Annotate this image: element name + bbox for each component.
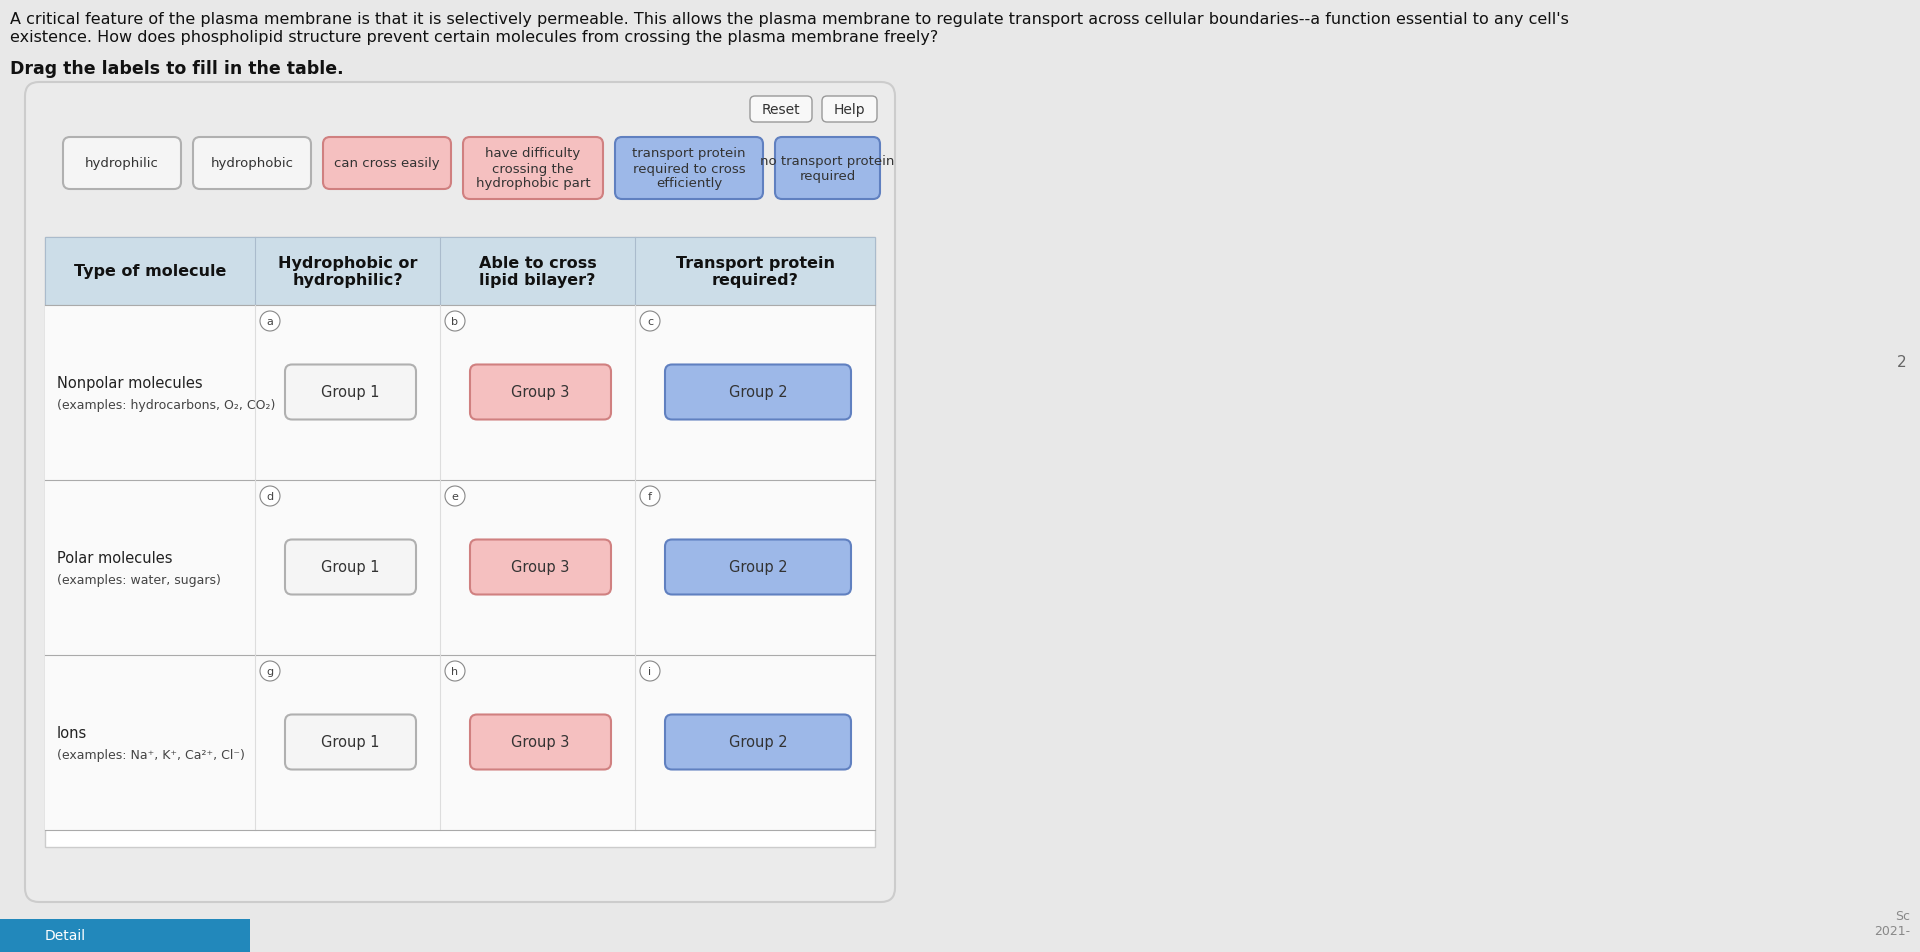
FancyBboxPatch shape bbox=[614, 138, 762, 200]
Text: Ions: Ions bbox=[58, 725, 86, 741]
FancyBboxPatch shape bbox=[664, 715, 851, 769]
Text: b: b bbox=[451, 317, 459, 327]
Circle shape bbox=[259, 311, 280, 331]
FancyBboxPatch shape bbox=[751, 97, 812, 123]
Circle shape bbox=[445, 662, 465, 682]
Text: Reset: Reset bbox=[762, 103, 801, 117]
Circle shape bbox=[639, 311, 660, 331]
Text: Transport protein
required?: Transport protein required? bbox=[676, 255, 835, 288]
Text: (examples: water, sugars): (examples: water, sugars) bbox=[58, 573, 221, 586]
FancyBboxPatch shape bbox=[63, 138, 180, 189]
Text: existence. How does phospholipid structure prevent certain molecules from crossi: existence. How does phospholipid structu… bbox=[10, 30, 939, 45]
Circle shape bbox=[445, 311, 465, 331]
Text: transport protein
required to cross
efficiently: transport protein required to cross effi… bbox=[632, 148, 745, 190]
Text: (examples: hydrocarbons, O₂, CO₂): (examples: hydrocarbons, O₂, CO₂) bbox=[58, 399, 275, 411]
FancyBboxPatch shape bbox=[470, 366, 611, 420]
FancyBboxPatch shape bbox=[284, 540, 417, 595]
Circle shape bbox=[639, 662, 660, 682]
Text: 2: 2 bbox=[1897, 355, 1907, 369]
Bar bbox=[0, 919, 250, 952]
Circle shape bbox=[259, 662, 280, 682]
Bar bbox=[44, 481, 876, 655]
FancyBboxPatch shape bbox=[470, 715, 611, 769]
Text: Group 1: Group 1 bbox=[321, 735, 380, 750]
Text: Group 3: Group 3 bbox=[511, 735, 570, 750]
Bar bbox=[44, 306, 876, 481]
Bar bbox=[44, 238, 876, 306]
Bar bbox=[44, 655, 876, 830]
Text: (examples: Na⁺, K⁺, Ca²⁺, Cl⁻): (examples: Na⁺, K⁺, Ca²⁺, Cl⁻) bbox=[58, 748, 246, 762]
Text: 2021-: 2021- bbox=[1874, 924, 1910, 937]
Text: Polar molecules: Polar molecules bbox=[58, 550, 173, 565]
Circle shape bbox=[445, 486, 465, 506]
Text: hydrophobic: hydrophobic bbox=[211, 157, 294, 170]
FancyBboxPatch shape bbox=[463, 138, 603, 200]
Text: e: e bbox=[451, 491, 459, 502]
Text: Able to cross
lipid bilayer?: Able to cross lipid bilayer? bbox=[478, 255, 597, 288]
Text: Hydrophobic or
hydrophilic?: Hydrophobic or hydrophilic? bbox=[278, 255, 417, 288]
Text: c: c bbox=[647, 317, 653, 327]
Text: i: i bbox=[649, 666, 651, 676]
Text: g: g bbox=[267, 666, 273, 676]
Circle shape bbox=[639, 486, 660, 506]
Text: Group 3: Group 3 bbox=[511, 386, 570, 400]
Text: a: a bbox=[267, 317, 273, 327]
FancyBboxPatch shape bbox=[194, 138, 311, 189]
Text: d: d bbox=[267, 491, 273, 502]
Text: Group 3: Group 3 bbox=[511, 560, 570, 575]
Text: hydrophilic: hydrophilic bbox=[84, 157, 159, 170]
Text: Group 2: Group 2 bbox=[730, 560, 787, 575]
Text: Group 2: Group 2 bbox=[730, 735, 787, 750]
Text: Group 1: Group 1 bbox=[321, 386, 380, 400]
Text: can cross easily: can cross easily bbox=[334, 157, 440, 170]
Text: A critical feature of the plasma membrane is that it is selectively permeable. T: A critical feature of the plasma membran… bbox=[10, 12, 1569, 27]
Text: Detail: Detail bbox=[44, 928, 86, 942]
Bar bbox=[44, 238, 876, 847]
Text: Group 2: Group 2 bbox=[730, 386, 787, 400]
FancyBboxPatch shape bbox=[25, 83, 895, 902]
Circle shape bbox=[259, 486, 280, 506]
FancyBboxPatch shape bbox=[822, 97, 877, 123]
FancyBboxPatch shape bbox=[776, 138, 879, 200]
Text: h: h bbox=[451, 666, 459, 676]
FancyBboxPatch shape bbox=[664, 540, 851, 595]
Text: f: f bbox=[649, 491, 653, 502]
FancyBboxPatch shape bbox=[284, 366, 417, 420]
Text: no transport protein
required: no transport protein required bbox=[760, 155, 895, 183]
Text: have difficulty
crossing the
hydrophobic part: have difficulty crossing the hydrophobic… bbox=[476, 148, 589, 190]
Text: Drag the labels to fill in the table.: Drag the labels to fill in the table. bbox=[10, 60, 344, 78]
FancyBboxPatch shape bbox=[284, 715, 417, 769]
Text: Group 1: Group 1 bbox=[321, 560, 380, 575]
Text: Nonpolar molecules: Nonpolar molecules bbox=[58, 376, 204, 390]
Text: Help: Help bbox=[833, 103, 864, 117]
FancyBboxPatch shape bbox=[664, 366, 851, 420]
Text: Type of molecule: Type of molecule bbox=[73, 265, 227, 279]
FancyBboxPatch shape bbox=[323, 138, 451, 189]
Text: Sc: Sc bbox=[1895, 909, 1910, 922]
FancyBboxPatch shape bbox=[470, 540, 611, 595]
